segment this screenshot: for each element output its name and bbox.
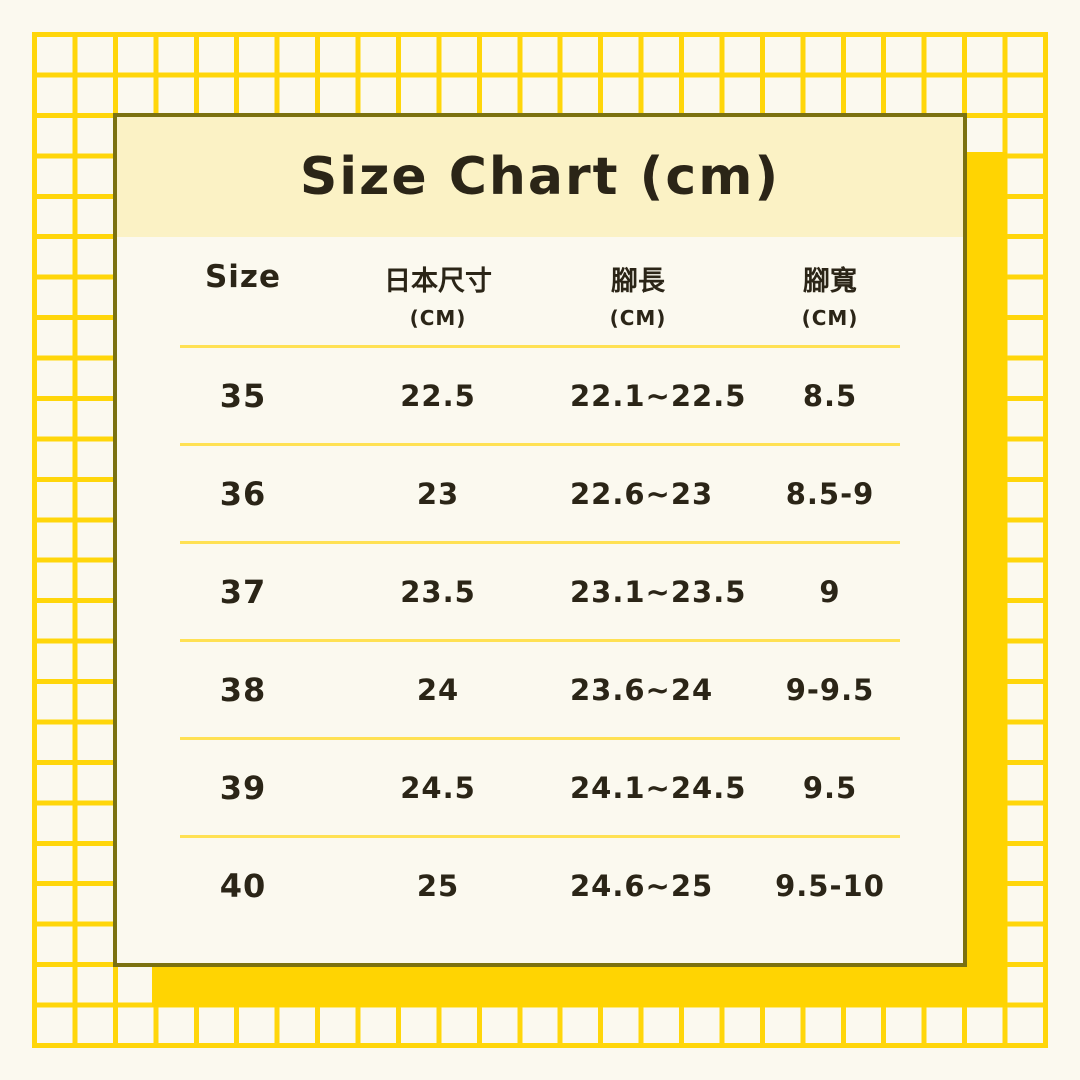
cell-size: 38 bbox=[219, 670, 267, 709]
card-header-band: Size Chart (cm) bbox=[117, 117, 963, 237]
column-header-japan-size-label: 日本尺寸 bbox=[384, 266, 492, 297]
cell-size: 40 bbox=[219, 866, 267, 905]
cell-foot-width: 9.5-10 bbox=[775, 868, 885, 903]
column-header-size-label: Size bbox=[204, 259, 282, 295]
table-row: 40 25 24.6~25 9.5-10 bbox=[180, 835, 900, 933]
cell-japan-size: 24.5 bbox=[400, 770, 476, 805]
column-header-foot-length-label: 腳長 bbox=[611, 266, 665, 297]
cell-foot-length: 22.1~22.5 bbox=[570, 378, 747, 413]
cell-foot-length: 24.1~24.5 bbox=[570, 770, 747, 805]
cell-foot-width: 8.5 bbox=[802, 378, 858, 413]
cell-japan-size: 25 bbox=[416, 868, 460, 903]
table-row: 35 22.5 22.1~22.5 8.5 bbox=[180, 345, 900, 443]
cell-foot-width: 9 bbox=[819, 574, 841, 609]
cell-size: 39 bbox=[219, 768, 267, 807]
column-header-foot-length: 腳長 (CM) bbox=[570, 259, 706, 330]
table-row: 39 24.5 24.1~24.5 9.5 bbox=[180, 737, 900, 835]
column-header-foot-length-unit: (CM) bbox=[609, 306, 667, 330]
column-header-foot-width-label: 腳寬 bbox=[803, 266, 857, 297]
cell-japan-size: 23.5 bbox=[400, 574, 476, 609]
page-title: Size Chart (cm) bbox=[299, 147, 781, 207]
column-header-foot-width-unit: (CM) bbox=[801, 306, 859, 330]
column-header-japan-size-unit: (CM) bbox=[409, 306, 467, 330]
cell-foot-width: 9-9.5 bbox=[785, 672, 875, 707]
cell-foot-width: 8.5-9 bbox=[785, 476, 875, 511]
table-row: 36 23 22.6~23 8.5-9 bbox=[180, 443, 900, 541]
size-table: Size 日本尺寸 (CM) 腳長 (CM) 腳寬 (CM) 35 22.5 2… bbox=[180, 237, 900, 933]
size-chart-card: Size Chart (cm) Size 日本尺寸 (CM) 腳長 (CM) 腳… bbox=[113, 113, 967, 967]
cell-foot-length: 22.6~23 bbox=[570, 476, 714, 511]
column-header-foot-width: 腳寬 (CM) bbox=[733, 259, 927, 330]
cell-japan-size: 22.5 bbox=[400, 378, 476, 413]
table-row: 38 24 23.6~24 9-9.5 bbox=[180, 639, 900, 737]
column-header-japan-size: 日本尺寸 (CM) bbox=[306, 259, 570, 330]
table-header-row: Size 日本尺寸 (CM) 腳長 (CM) 腳寬 (CM) bbox=[180, 237, 900, 345]
cell-size: 37 bbox=[219, 572, 267, 611]
cell-size: 36 bbox=[219, 474, 267, 513]
cell-foot-length: 24.6~25 bbox=[570, 868, 714, 903]
cell-japan-size: 23 bbox=[416, 476, 460, 511]
cell-foot-length: 23.6~24 bbox=[570, 672, 714, 707]
cell-size: 35 bbox=[219, 376, 267, 415]
cell-foot-width: 9.5 bbox=[802, 770, 858, 805]
cell-foot-length: 23.1~23.5 bbox=[570, 574, 747, 609]
table-row: 37 23.5 23.1~23.5 9 bbox=[180, 541, 900, 639]
column-header-size: Size bbox=[180, 259, 306, 295]
cell-japan-size: 24 bbox=[416, 672, 460, 707]
